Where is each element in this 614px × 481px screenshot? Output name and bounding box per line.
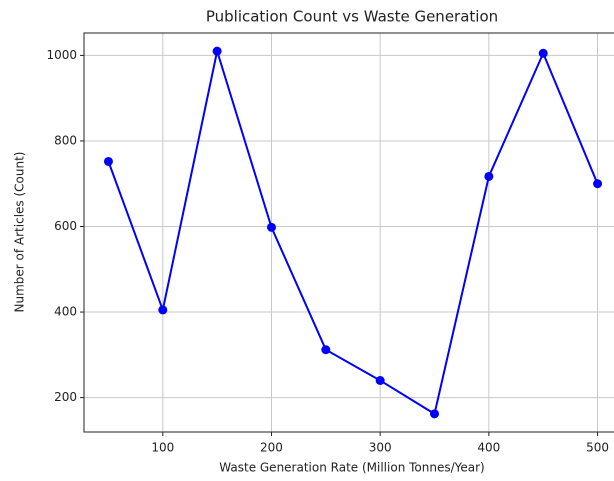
data-point (103, 156, 113, 166)
chart-title: Publication Count vs Waste Generation (206, 8, 498, 26)
data-point (158, 305, 168, 315)
y-tick-label: 1000 (46, 48, 77, 62)
y-tick-label: 200 (54, 390, 77, 404)
x-axis-label: Waste Generation Rate (Million Tonnes/Ye… (219, 461, 484, 475)
data-point (212, 46, 222, 56)
data-point (593, 179, 603, 189)
y-tick-label: 800 (54, 133, 77, 147)
y-axis-label: Number of Articles (Count) (13, 152, 27, 313)
y-tick-label: 600 (54, 219, 77, 233)
data-point (484, 171, 494, 181)
y-tick-label: 400 (54, 305, 77, 319)
data-point (375, 375, 385, 385)
data-point (266, 222, 276, 232)
data-point (321, 345, 331, 355)
x-tick-label: 400 (477, 441, 500, 455)
data-line (107, 47, 599, 416)
x-tick-label: 100 (151, 441, 174, 455)
x-tick-label: 200 (260, 441, 283, 455)
data-point (538, 48, 548, 58)
x-tick-label: 500 (586, 441, 609, 455)
data-point (430, 409, 440, 419)
plot-frame (83, 32, 614, 433)
x-tick-label: 300 (369, 441, 392, 455)
